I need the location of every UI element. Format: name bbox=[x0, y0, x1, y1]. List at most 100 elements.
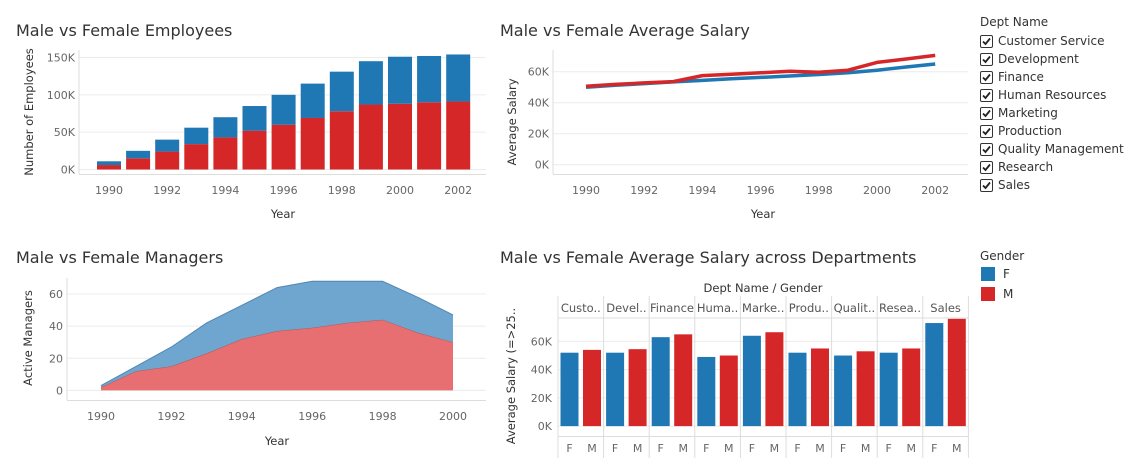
bar-f-1991 bbox=[126, 150, 151, 159]
x-tick-label: 2002 bbox=[921, 184, 949, 197]
bar-m-1991 bbox=[126, 158, 151, 170]
bar-m-1999 bbox=[358, 104, 383, 170]
y-tick-label: 60 bbox=[49, 288, 63, 301]
dept-header-label: Marke.. bbox=[742, 301, 784, 315]
dept-salary-chart[interactable]: Dept Name / Gender 0K 20K 40K 60K Custo.. F M De… bbox=[498, 272, 976, 464]
x-tick-label: 2000 bbox=[386, 184, 414, 197]
x-tick-label: 1994 bbox=[228, 410, 256, 423]
dept-header-label: Huma.. bbox=[697, 301, 739, 315]
checkmark-icon bbox=[982, 109, 991, 117]
managers-chart[interactable]: 0 20 40 60 1990 1992 1994 1996 1998 2000 Year Activ… bbox=[0, 272, 500, 462]
dept-gender-header: Dept Name / Gender bbox=[704, 281, 823, 295]
x-tick-label: 1998 bbox=[328, 184, 356, 197]
y-tick-label: 20K bbox=[528, 128, 550, 141]
chart-title-managers: Male vs Female Managers bbox=[16, 248, 224, 267]
legend-item[interactable]: M bbox=[981, 286, 1013, 302]
checkbox[interactable] bbox=[980, 124, 993, 138]
filter-item[interactable]: Quality Management bbox=[980, 140, 1124, 158]
x-tick-label: 1992 bbox=[157, 410, 185, 423]
bar-f-1999 bbox=[358, 61, 383, 105]
dept-header-label: Custo.. bbox=[561, 301, 601, 315]
filter-item-label: Development bbox=[998, 52, 1079, 66]
bar-f-1996 bbox=[271, 94, 296, 125]
x-tick-label: 1994 bbox=[688, 184, 716, 197]
legend-item[interactable]: F bbox=[981, 266, 1010, 282]
x-tick-label: 1998 bbox=[805, 184, 833, 197]
filter-item[interactable]: Development bbox=[980, 50, 1079, 68]
salary-chart[interactable]: 0K 20K 40K 60K 1990 1992 1994 1996 1998 2000 2002 Y… bbox=[498, 44, 976, 229]
bar-m-1 bbox=[628, 349, 647, 427]
y-axis-label: Average Salary (=>25.. bbox=[504, 308, 518, 444]
bar-f-1998 bbox=[329, 71, 354, 112]
gender-tick-label: M bbox=[678, 442, 688, 455]
bar-f-4 bbox=[742, 335, 761, 427]
y-tick-label: 100K bbox=[47, 89, 76, 102]
gender-tick-label: M bbox=[861, 442, 871, 455]
gender-tick-label: M bbox=[906, 442, 916, 455]
filter-item-label: Human Resources bbox=[998, 88, 1107, 102]
checkbox[interactable] bbox=[980, 142, 993, 156]
x-tick-label: 1994 bbox=[211, 184, 239, 197]
bar-m-5 bbox=[811, 348, 829, 427]
checkbox[interactable] bbox=[980, 52, 993, 66]
y-tick-label: 0K bbox=[61, 164, 76, 177]
gender-tick-label: F bbox=[658, 442, 664, 455]
gender-tick-label: M bbox=[724, 442, 734, 455]
checkmark-icon bbox=[982, 181, 991, 189]
bar-f-7 bbox=[879, 352, 898, 427]
bar-f-1990 bbox=[97, 161, 121, 166]
bar-m-2001 bbox=[417, 102, 442, 170]
area-edge-f bbox=[100, 280, 454, 387]
bar-m-1995 bbox=[242, 130, 267, 170]
y-tick-label: 40K bbox=[528, 97, 550, 110]
y-tick-label: 40 bbox=[49, 320, 63, 333]
dept-header-label: Finance bbox=[650, 301, 694, 315]
filter-item-label: Production bbox=[998, 124, 1062, 138]
gender-tick-label: M bbox=[770, 442, 780, 455]
y-tick-label: 0K bbox=[538, 420, 553, 433]
gender-tick-label: M bbox=[587, 442, 597, 455]
dept-header-label: Resea.. bbox=[879, 301, 921, 315]
checkbox[interactable] bbox=[980, 160, 993, 174]
checkmark-icon bbox=[982, 163, 991, 171]
x-tick-label: 1996 bbox=[747, 184, 775, 197]
bar-m-1993 bbox=[184, 144, 209, 170]
filter-item[interactable]: Research bbox=[980, 158, 1053, 176]
checkbox[interactable] bbox=[980, 88, 993, 102]
filter-item[interactable]: Customer Service bbox=[980, 32, 1104, 50]
bar-m-7 bbox=[902, 348, 921, 427]
filter-item[interactable]: Production bbox=[980, 122, 1062, 140]
checkbox[interactable] bbox=[980, 34, 993, 48]
checkbox[interactable] bbox=[980, 70, 993, 84]
x-tick-label: 1992 bbox=[630, 184, 658, 197]
y-tick-label: 60K bbox=[528, 66, 550, 79]
gender-tick-label: M bbox=[815, 442, 825, 455]
filter-item[interactable]: Sales bbox=[980, 176, 1030, 194]
bar-f-2001 bbox=[417, 55, 442, 103]
employees-chart[interactable]: 0K 50K 100K 150K 1990 1992 1994 1996 1998 2000 200… bbox=[0, 44, 500, 229]
filter-item[interactable]: Human Resources bbox=[980, 86, 1106, 104]
bar-f-1 bbox=[606, 352, 625, 427]
filter-item-label: Customer Service bbox=[998, 34, 1105, 48]
filter-item-label: Marketing bbox=[998, 106, 1058, 120]
filter-item-label: Sales bbox=[998, 178, 1030, 192]
filter-item[interactable]: Marketing bbox=[980, 104, 1058, 122]
y-tick-label: 60K bbox=[531, 335, 553, 348]
bar-f-0 bbox=[560, 352, 579, 427]
legend-label: M bbox=[1003, 287, 1014, 301]
x-axis-label: Year bbox=[270, 207, 296, 221]
x-axis-label: Year bbox=[264, 434, 290, 448]
x-tick-label: 1996 bbox=[270, 184, 298, 197]
y-axis-label: Number of Employees bbox=[22, 48, 36, 176]
legend-swatch bbox=[981, 267, 995, 281]
x-tick-label: 1998 bbox=[369, 410, 397, 423]
y-axis-label: Active Managers bbox=[21, 290, 35, 386]
y-tick-label: 40K bbox=[531, 364, 553, 377]
bar-f-1995 bbox=[242, 106, 267, 131]
checkbox[interactable] bbox=[980, 106, 993, 120]
y-tick-label: 50K bbox=[54, 126, 76, 139]
bar-f-1992 bbox=[155, 139, 180, 152]
checkbox[interactable] bbox=[980, 178, 993, 192]
filter-item[interactable]: Finance bbox=[980, 68, 1044, 86]
dept-header-label: Sales bbox=[930, 301, 961, 315]
